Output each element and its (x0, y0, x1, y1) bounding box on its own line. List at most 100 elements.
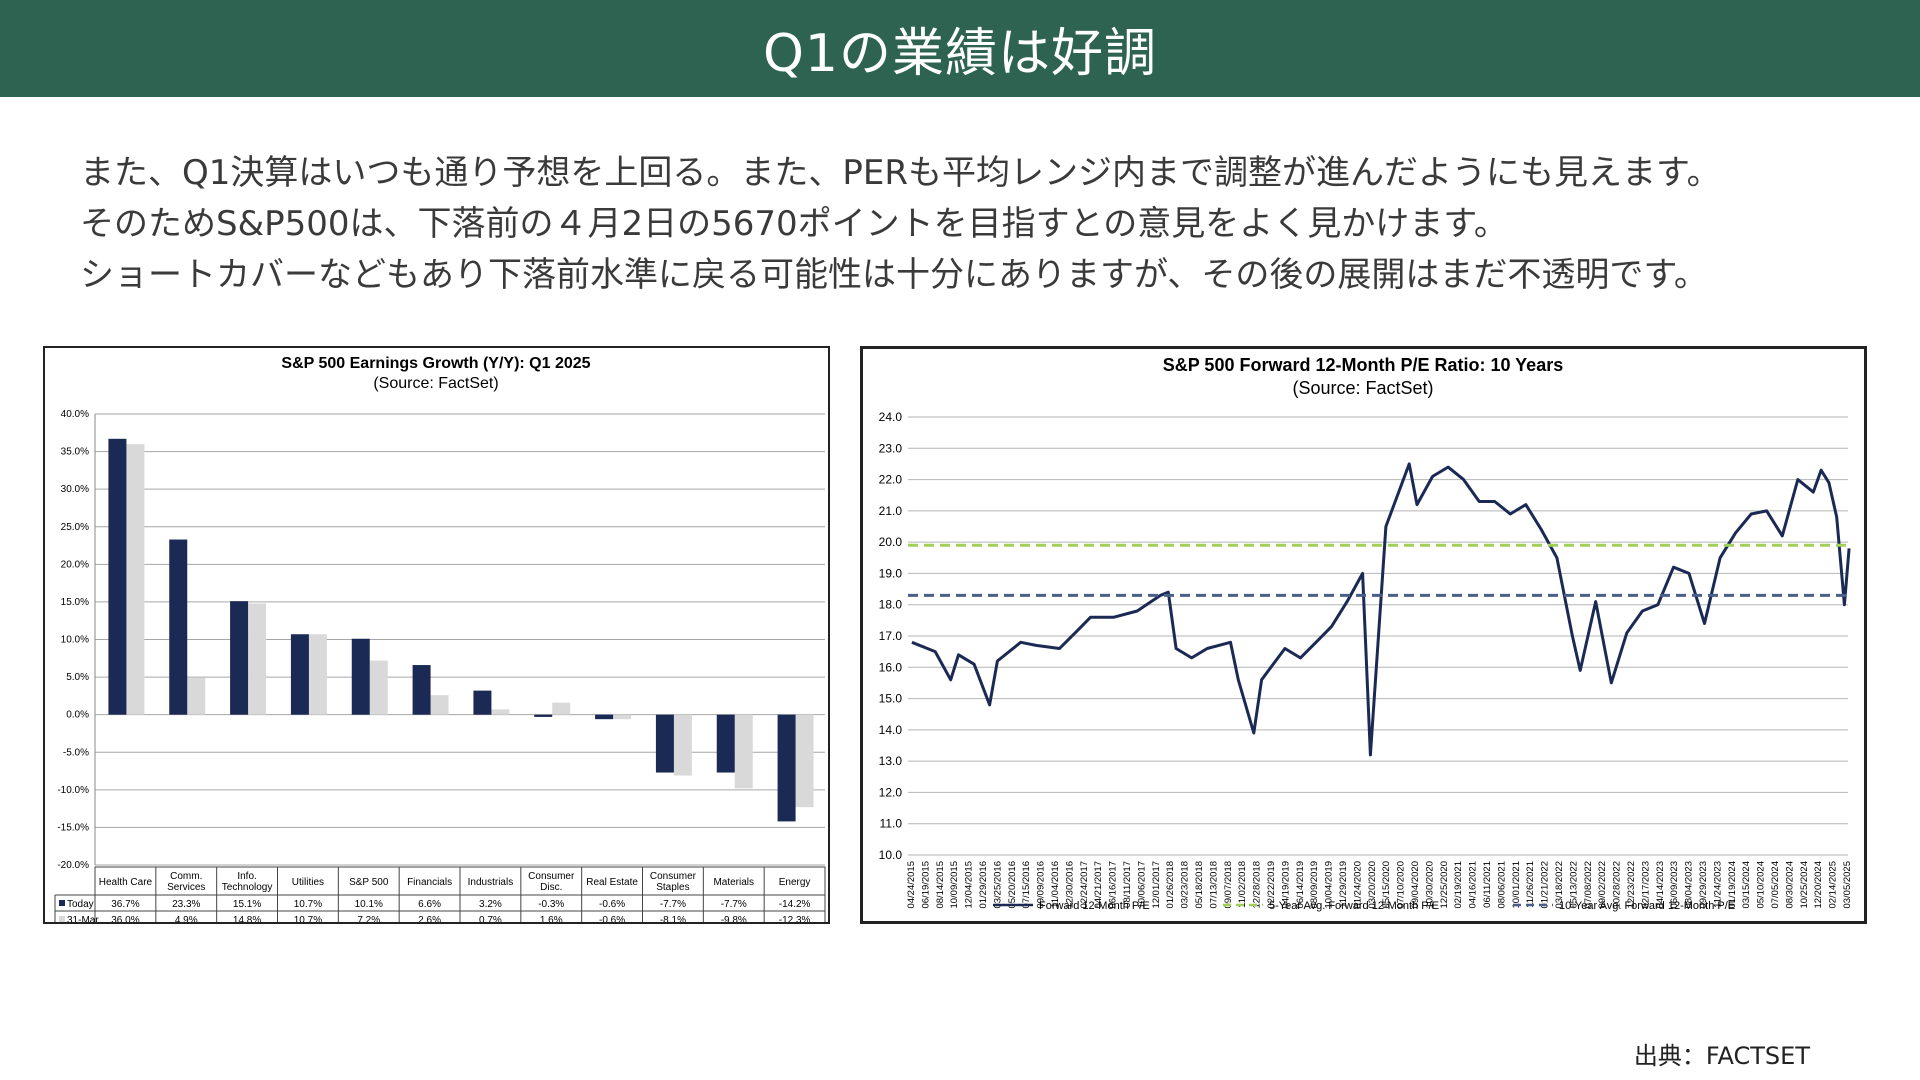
legend-label: 5-Year Avg. Forward 12-Month P/E (1269, 900, 1439, 912)
bar-today (473, 690, 492, 715)
legend-swatch (59, 916, 65, 922)
y-tick-label: 15.0% (61, 597, 89, 608)
x-tick-label: 06/16/2017 (1108, 861, 1119, 909)
bar-31mar (491, 709, 510, 715)
y-tick-label: 22.0 (879, 473, 903, 487)
data-label: 4.9% (175, 915, 198, 922)
bar-today (534, 714, 553, 717)
y-tick-label: 5.0% (66, 672, 89, 683)
page-title: Q1の業績は好調 (762, 24, 1157, 84)
x-tick-label: 02/19/2021 (1453, 861, 1464, 909)
x-tick-label: 12/25/2020 (1439, 861, 1450, 909)
x-tick-label: 01/29/2016 (978, 861, 989, 909)
legend-label: 10-Year Avg. Forward 12-Month P/E (1559, 900, 1735, 912)
x-tick-label: 11/29/2019 (1338, 861, 1349, 908)
x-tick-label: 03/23/2018 (1180, 861, 1191, 909)
x-tick-label: 03/18/2022 (1554, 861, 1565, 909)
x-tick-label: 09/02/2022 (1597, 861, 1608, 909)
x-tick-label: 10/01/2021 (1511, 861, 1522, 909)
data-label: 36.7% (111, 899, 139, 910)
x-tick-label: 09/07/2018 (1223, 861, 1234, 909)
x-tick-label: 09/09/2016 (1036, 861, 1047, 909)
x-tick-label: 11/24/2023 (1712, 861, 1723, 908)
bar-today (230, 601, 249, 715)
x-tick-label: 12/04/2015 (964, 861, 975, 909)
legend-label: Forward 12-Month P/E (1039, 900, 1150, 912)
category-label: Utilities (292, 877, 324, 888)
x-tick-label: 03/25/2016 (992, 861, 1003, 909)
bar-31mar (308, 634, 327, 715)
y-tick-label: -20.0% (57, 860, 89, 871)
x-tick-label: 05/13/2022 (1568, 861, 1579, 909)
data-label: -8.1% (660, 915, 686, 922)
data-label: -0.6% (599, 915, 625, 922)
body-line-1: また、Q1決算はいつも通り予想を上回る。また、PERも平均レンジ内まで調整が進ん… (80, 153, 1721, 193)
x-tick-label: 01/26/2018 (1165, 861, 1176, 909)
data-label: 6.6% (418, 899, 441, 910)
bar-31mar (795, 714, 814, 808)
x-tick-label: 11/26/2021 (1525, 861, 1536, 908)
x-tick-label: 07/05/2024 (1770, 861, 1781, 909)
bar-today (595, 714, 614, 720)
y-tick-label: 15.0 (879, 692, 903, 706)
x-tick-label: 04/21/2017 (1093, 861, 1104, 909)
x-tick-label: 05/20/2016 (1007, 861, 1018, 909)
x-tick-label: 02/24/2017 (1079, 861, 1090, 909)
y-tick-label: 21.0 (879, 504, 903, 518)
x-tick-label: 07/10/2020 (1396, 861, 1407, 909)
data-label: -7.7% (721, 899, 747, 910)
x-tick-label: 08/09/2019 (1309, 861, 1320, 909)
category-label: Energy (779, 877, 811, 888)
body-text: また、Q1決算はいつも通り予想を上回る。また、PERも平均レンジ内まで調整が進ん… (80, 148, 1880, 301)
bar-chart-title: S&P 500 Earnings Growth (Y/Y): Q1 2025 (281, 355, 590, 372)
category-label: Materials (713, 877, 754, 888)
x-tick-label: 03/15/2024 (1741, 861, 1752, 909)
data-label: 10.7% (294, 915, 322, 922)
data-label: 15.1% (233, 899, 261, 910)
data-label: 23.3% (172, 899, 200, 910)
bar-31mar (552, 702, 571, 715)
x-tick-label: 07/13/2018 (1208, 861, 1219, 909)
pe-ratio-chart-panel: S&P 500 Forward 12-Month P/E Ratio: 10 Y… (860, 346, 1867, 924)
legend-label: 31-Mar (67, 915, 99, 922)
body-line-3: ショートカバーなどもあり下落前水準に戻る可能性は十分にありますが、その後の展開は… (80, 255, 1708, 295)
x-tick-label: 12/30/2016 (1064, 861, 1075, 909)
x-tick-label: 08/04/2023 (1684, 861, 1695, 909)
data-label: -0.6% (599, 899, 625, 910)
y-tick-label: 18.0 (879, 598, 903, 612)
data-label: 3.2% (479, 899, 502, 910)
data-label: 10.7% (294, 899, 322, 910)
x-tick-label: 05/15/2020 (1381, 861, 1392, 909)
x-tick-label: 01/24/2020 (1352, 861, 1363, 909)
bar-today (655, 714, 674, 773)
bar-31mar (430, 695, 449, 715)
x-tick-label: 09/04/2020 (1410, 861, 1421, 909)
x-tick-label: 11/04/2016 (1050, 861, 1061, 908)
data-label: -0.3% (538, 899, 564, 910)
category-label: S&P 500 (349, 877, 389, 888)
bar-31mar (734, 714, 753, 789)
x-tick-label: 05/10/2024 (1756, 861, 1767, 909)
x-tick-label: 06/11/2021 (1482, 861, 1493, 908)
line-chart-subtitle: (Source: FactSet) (1292, 378, 1433, 398)
bar-today (169, 539, 188, 715)
x-tick-label: 11/02/2018 (1237, 861, 1248, 908)
pe-ratio-line (911, 462, 1851, 757)
source-credit: 出典：FACTSET (1633, 1042, 1810, 1070)
x-tick-label: 06/09/2023 (1669, 861, 1680, 909)
bar-31mar (613, 714, 632, 720)
x-tick-label: 12/28/2018 (1252, 861, 1263, 909)
legend-swatch (59, 900, 65, 906)
bar-today (716, 714, 735, 773)
x-tick-label: 02/22/2019 (1266, 861, 1277, 909)
category-label: Comm. Services (167, 871, 205, 893)
data-label: 36.0% (111, 915, 139, 922)
x-tick-label: 08/30/2024 (1784, 861, 1795, 909)
category-label: Financials (407, 877, 452, 888)
y-tick-label: 20.0% (61, 559, 89, 570)
bar-31mar (248, 603, 267, 715)
category-label: Consumer Staples (650, 871, 697, 893)
x-tick-label: 06/19/2015 (920, 861, 931, 909)
x-tick-label: 12/23/2022 (1626, 861, 1637, 909)
x-tick-label: 12/20/2024 (1813, 861, 1824, 909)
